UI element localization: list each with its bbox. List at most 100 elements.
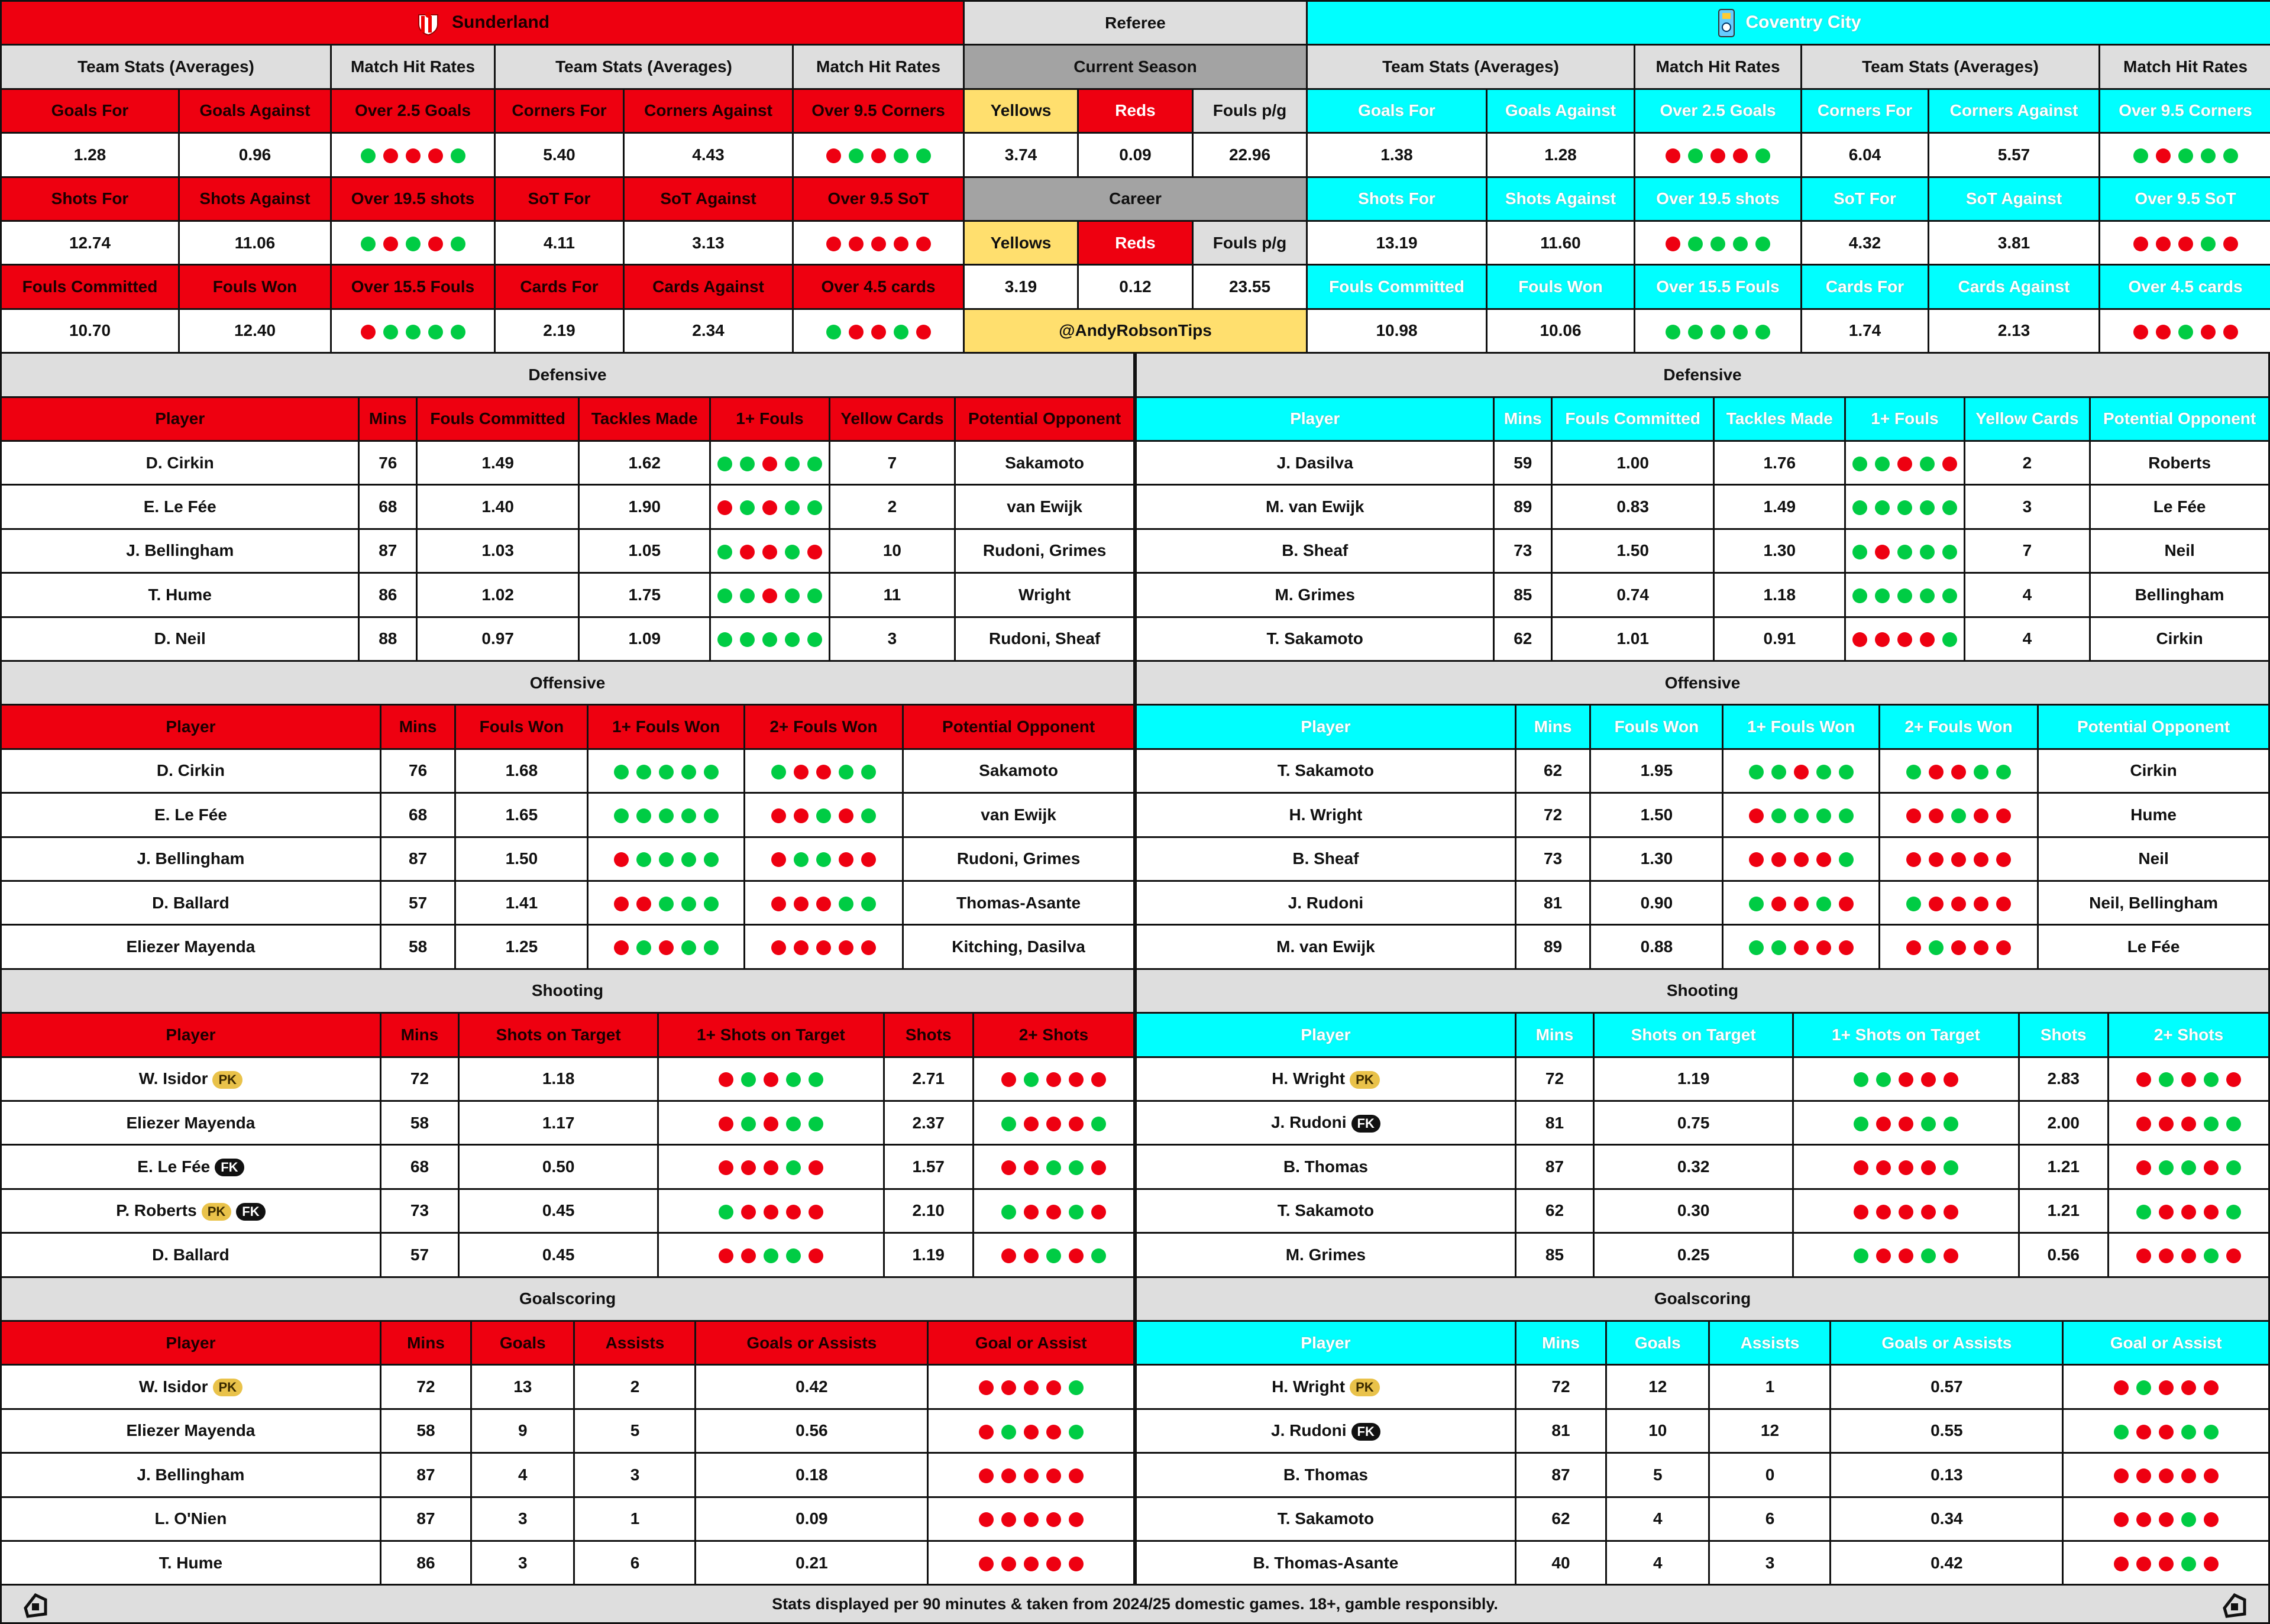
- hit-dot-green: [718, 1204, 733, 1219]
- hit-dot-green: [2203, 1072, 2219, 1088]
- hit-dot-green: [658, 764, 674, 779]
- stat-label: Over 4.5 cards: [791, 264, 965, 310]
- player-cell: E. Le Fée: [0, 792, 381, 838]
- player-cell: M. Grimes: [1135, 1232, 1516, 1278]
- stat-value: 5.57: [1928, 132, 2100, 178]
- table-row: B. Thomas 87 0.32 1.21: [1135, 1144, 2270, 1190]
- hit-dot-red: [762, 500, 777, 516]
- hit-dot-red: [1996, 940, 2011, 956]
- penalty-taker-badge: PK: [212, 1379, 243, 1397]
- table-cell: 0.75: [1593, 1099, 1794, 1146]
- hit-rate-cell: [1844, 572, 1965, 618]
- hit-dot-red: [428, 236, 443, 251]
- hit-dot-red: [1974, 808, 1988, 823]
- referee-value: 0.09: [1077, 132, 1194, 178]
- table-cell: 0.74: [1551, 572, 1715, 618]
- player-name: Eliezer Mayenda: [126, 937, 256, 956]
- table-cell: Kitching, Dasilva: [902, 924, 1135, 970]
- table-cell: 72: [379, 1364, 473, 1410]
- hit-dot-red: [613, 896, 629, 911]
- hit-rate-dots: [2136, 1116, 2241, 1131]
- hit-dot-red: [794, 764, 809, 779]
- hit-dot-red: [1748, 852, 1764, 868]
- table-cell: 62: [1514, 1496, 1608, 1542]
- player-cell: T. Sakamoto: [1134, 616, 1495, 662]
- table-cell: 1: [1708, 1364, 1832, 1410]
- column-header: Potential Opponent: [2089, 396, 2270, 442]
- hit-dot-green: [636, 808, 651, 823]
- hit-dot-red: [2181, 1468, 2196, 1483]
- hit-rate-cell: [743, 924, 904, 970]
- stat-value: 2.34: [623, 308, 794, 354]
- player-name: M. van Ewijk: [1276, 937, 1375, 956]
- table-cell: 1.68: [454, 748, 589, 794]
- hit-dot-red: [1898, 1204, 1913, 1219]
- table-row: M. van Ewijk 89 0.83 1.49 3 Le Fée: [1134, 484, 2270, 530]
- table-cell: 7: [828, 439, 956, 486]
- hit-rate-cell: [587, 924, 745, 970]
- referee-value: 0.12: [1077, 264, 1194, 310]
- hit-rate-dots: [1666, 148, 1770, 163]
- hit-rate-dots: [2133, 236, 2238, 251]
- hit-dot-green: [741, 1072, 756, 1088]
- hit-dot-red: [1771, 896, 1786, 911]
- hit-dot-red: [2155, 324, 2171, 339]
- hit-dot-green: [826, 324, 841, 339]
- hit-dot-red: [916, 324, 931, 339]
- hit-dot-red: [762, 456, 777, 471]
- hit-dot-red: [848, 324, 864, 339]
- hit-rate-dots: [718, 1072, 823, 1088]
- hit-rate-cell: [972, 1056, 1136, 1102]
- hit-dot-red: [1710, 148, 1725, 163]
- hit-dot-red: [2136, 1468, 2151, 1483]
- table-row: T. Sakamoto 62 1.95 Cirkin: [1135, 748, 2270, 794]
- stat-hit-rate: [1634, 132, 1802, 178]
- player-cell: H. Wright PK: [1135, 1056, 1516, 1102]
- author-handle[interactable]: @AndyRobsonTips: [962, 308, 1308, 354]
- reds-label: Reds: [1077, 88, 1194, 134]
- player-name: D. Cirkin: [145, 453, 214, 472]
- column-header: Potential Opponent: [954, 396, 1135, 442]
- hit-dot-red: [2158, 1204, 2174, 1219]
- hit-dot-green: [1929, 940, 1944, 956]
- stat-label: Over 2.5 Goals: [1634, 88, 1802, 134]
- player-cell: Eliezer Mayenda: [0, 1099, 381, 1146]
- column-header: Mins: [379, 1012, 460, 1058]
- hit-dot-green: [1816, 896, 1831, 911]
- table-cell: 2: [828, 484, 956, 530]
- player-name: W. Isidor: [138, 1069, 208, 1088]
- table-cell: Rudoni, Grimes: [902, 836, 1135, 882]
- hit-dot-green: [816, 808, 831, 823]
- hit-rate-cell: [2062, 1496, 2270, 1542]
- table-cell: 0.56: [694, 1408, 929, 1454]
- hit-dot-green: [1906, 764, 1921, 779]
- hit-dot-red: [808, 1248, 823, 1263]
- hit-dot-green: [2136, 1380, 2151, 1396]
- table-cell: 81: [1514, 1099, 1595, 1146]
- hit-rate-cell: [1792, 1144, 2020, 1190]
- hit-dot-green: [808, 1072, 823, 1088]
- free-kick-taker-badge: FK: [215, 1159, 244, 1177]
- group-label: Team Stats (Averages): [1306, 44, 1635, 90]
- stat-label: Fouls Won: [178, 264, 332, 310]
- stat-label: Over 9.5 Corners: [791, 88, 965, 134]
- hit-rate-cell: [2062, 1539, 2270, 1586]
- hit-dot-red: [2203, 1468, 2219, 1483]
- table-cell: Cirkin: [2089, 616, 2270, 662]
- column-header: Shots on Target: [458, 1012, 659, 1058]
- stat-hit-rate: [1634, 219, 1802, 266]
- column-header: 2+ Shots: [972, 1012, 1136, 1058]
- hit-rate-dots: [1748, 896, 1854, 911]
- hit-dot-green: [703, 940, 719, 956]
- stat-label: Over 15.5 Fouls: [1634, 264, 1802, 310]
- column-header: Yellow Cards: [828, 396, 956, 442]
- table-cell: 62: [1514, 748, 1592, 794]
- hit-dot-green: [636, 764, 651, 779]
- table-cell: 85: [1493, 572, 1553, 618]
- hit-dot-green: [848, 148, 864, 163]
- stat-value: 10.98: [1306, 308, 1488, 354]
- stat-label: Corners For: [494, 88, 625, 134]
- player-cell: P. Roberts PK FK: [0, 1188, 381, 1234]
- hit-rate-dots: [1853, 1204, 1958, 1219]
- hit-dot-red: [1748, 808, 1764, 823]
